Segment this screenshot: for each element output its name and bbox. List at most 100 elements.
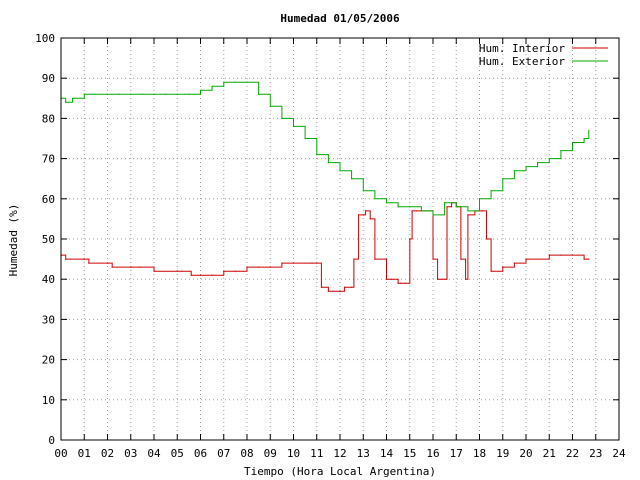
data-point [139, 266, 141, 268]
data-point [141, 93, 143, 95]
series-lines [60, 81, 590, 292]
data-point [467, 214, 469, 216]
x-tick-label: 01 [78, 447, 91, 460]
y-tick-label: 80 [42, 112, 55, 125]
data-point [190, 274, 192, 276]
data-point [211, 274, 213, 276]
data-point [83, 93, 85, 95]
data-point [246, 266, 248, 268]
data-point [588, 258, 590, 260]
data-point [316, 262, 318, 264]
data-point [176, 270, 178, 272]
series-line-exterior [61, 81, 590, 216]
legend-label: Hum. Interior [479, 42, 565, 55]
data-point [199, 274, 202, 276]
x-tick-label: 07 [217, 447, 230, 460]
y-axis-ticks: 0 10 20 30 40 50 60 70 80 90 100 [35, 32, 619, 447]
data-point [409, 206, 411, 208]
x-tick-label: 18 [473, 447, 486, 460]
data-point [455, 206, 457, 208]
data-point [446, 206, 448, 208]
data-point [548, 158, 550, 160]
x-tick-label: 00 [54, 447, 67, 460]
x-tick-label: 13 [357, 447, 370, 460]
data-point [106, 262, 109, 264]
data-point [416, 210, 418, 212]
data-point [344, 286, 346, 288]
data-point [358, 214, 360, 216]
data-point [95, 93, 97, 95]
x-tick-label: 02 [101, 447, 114, 460]
data-point [69, 258, 71, 260]
y-tick-label: 30 [42, 313, 55, 326]
x-tick-label: 04 [147, 447, 161, 460]
data-point [583, 258, 585, 260]
data-point [311, 262, 313, 264]
data-point [223, 81, 225, 83]
x-tick-label: 21 [543, 447, 556, 460]
data-point [444, 202, 446, 204]
data-point [481, 210, 483, 212]
data-point [362, 214, 364, 216]
data-point [72, 97, 74, 99]
data-point [353, 258, 355, 260]
data-point [525, 166, 527, 168]
data-point [269, 266, 271, 268]
data-point [411, 210, 413, 212]
data-point [432, 214, 434, 216]
data-point [465, 278, 467, 280]
data-point [444, 278, 446, 280]
data-point [258, 266, 260, 268]
series-line-interior [61, 202, 589, 292]
x-tick-label: 20 [519, 447, 532, 460]
data-point [304, 137, 306, 140]
x-tick-label: 17 [450, 447, 463, 460]
y-tick-label: 0 [48, 434, 55, 447]
data-point [537, 162, 539, 164]
x-axis-label: Tiempo (Hora Local Argentina) [244, 465, 436, 478]
data-point [420, 210, 422, 212]
x-tick-label: 19 [496, 447, 509, 460]
legend-label: Hum. Exterior [479, 55, 565, 68]
data-point [111, 266, 113, 268]
data-point [439, 278, 441, 280]
data-point [432, 258, 434, 260]
data-point [478, 198, 481, 200]
x-tick-label: 03 [124, 447, 137, 460]
data-point [571, 254, 574, 256]
data-point [485, 238, 488, 240]
x-tick-label: 11 [310, 447, 323, 460]
x-tick-label: 09 [264, 447, 277, 460]
x-axis-ticks: 00 01 02 03 04 05 06 07 08 09 10 11 12 13 14 15 16 17 18 19… [54, 38, 626, 460]
x-tick-label: 05 [171, 447, 184, 460]
data-point [106, 93, 109, 95]
data-point [460, 258, 462, 260]
chart-title: Humedad 01/05/2006 [280, 12, 400, 25]
data-point [397, 282, 399, 284]
x-tick-label: 12 [333, 447, 346, 460]
data-point [292, 262, 295, 264]
data-point [467, 210, 469, 212]
data-point [390, 278, 392, 280]
data-point [560, 150, 562, 152]
data-point [548, 254, 550, 256]
data-point [365, 210, 367, 212]
data-point [281, 262, 283, 264]
data-point [258, 93, 260, 95]
data-point [246, 81, 248, 83]
data-point [404, 282, 406, 284]
data-point [399, 282, 401, 284]
x-tick-label: 22 [566, 447, 579, 460]
y-tick-label: 10 [42, 394, 55, 407]
data-point [234, 81, 236, 83]
data-point [588, 129, 590, 132]
data-point [327, 290, 329, 292]
data-point [118, 93, 120, 95]
data-point [83, 258, 85, 260]
data-point [316, 154, 318, 156]
data-point [490, 190, 492, 192]
y-tick-label: 70 [42, 153, 55, 166]
data-point [502, 178, 504, 180]
data-point [153, 270, 155, 272]
